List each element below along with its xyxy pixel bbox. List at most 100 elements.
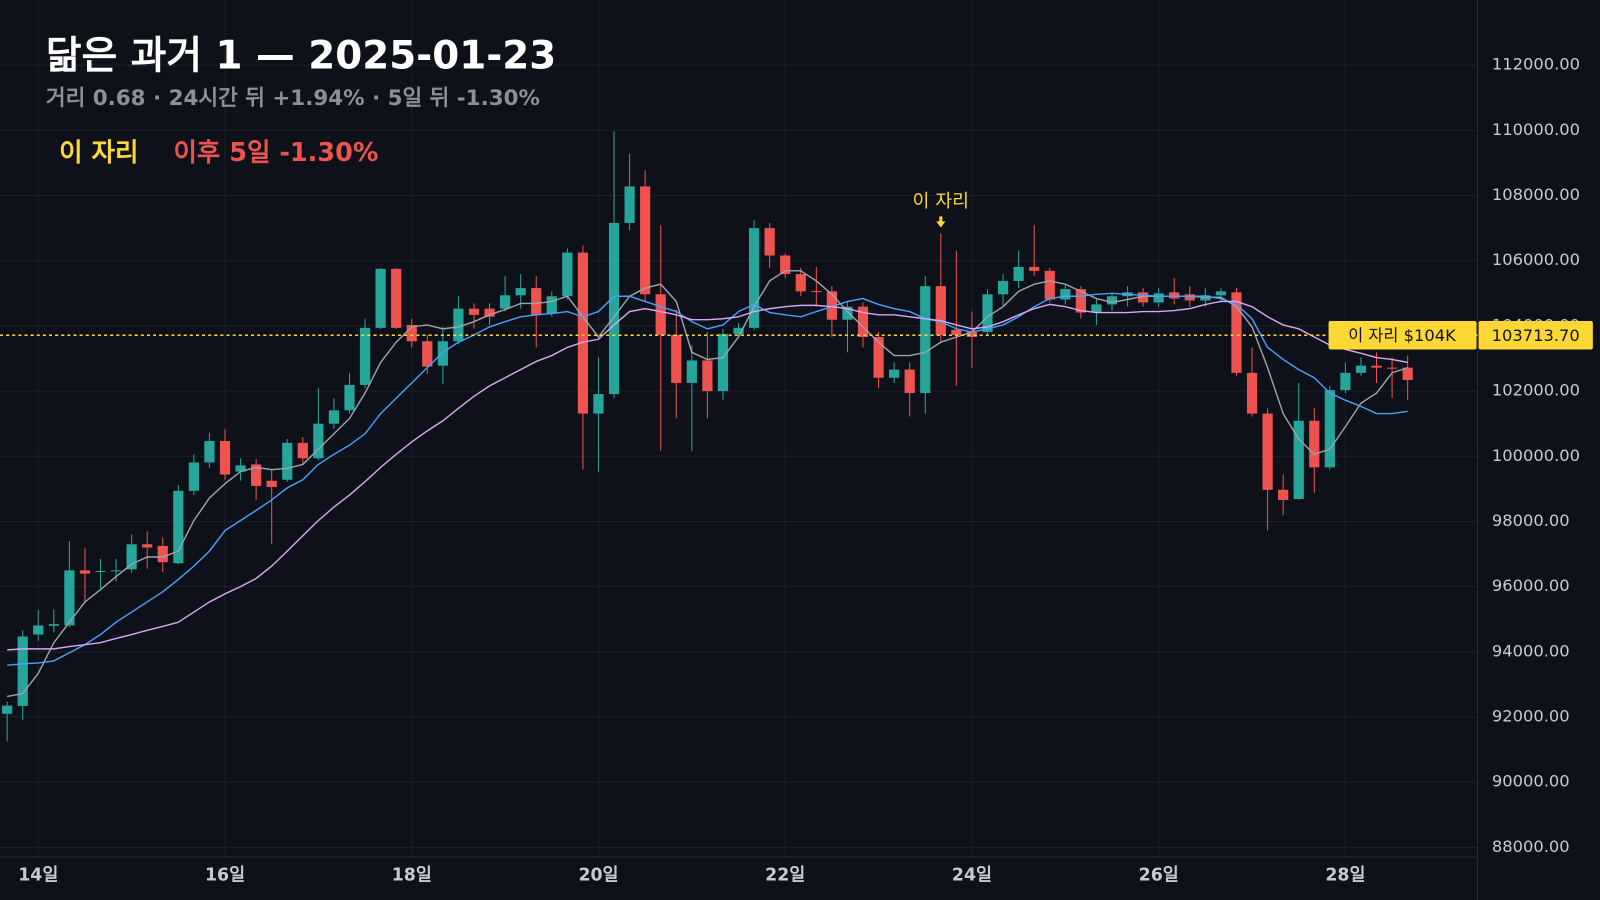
candle-body [282, 442, 293, 480]
candle-body [1153, 293, 1164, 303]
candle-body [500, 295, 511, 309]
overlay: 88000.00 90000.00 92000.00 94000.00 96000.00… [0, 55, 1593, 886]
candle-body [1262, 413, 1273, 490]
candle-body [1402, 367, 1413, 381]
candle-body [1060, 289, 1071, 300]
y-tick-label: 112000.00 [1492, 55, 1580, 74]
candle-body [857, 306, 869, 337]
candle-body [546, 296, 557, 314]
candle-body [48, 624, 59, 626]
candle-body [328, 410, 340, 424]
candle-body [468, 308, 480, 315]
marker-label: 이 자리 [913, 191, 970, 212]
candle-body [1184, 294, 1195, 301]
y-tick-label: 98000.00 [1492, 511, 1570, 530]
candle-body [344, 384, 355, 411]
y-tick-label: 110000.00 [1492, 120, 1580, 139]
candle-body [593, 394, 604, 414]
candle-body [997, 280, 1009, 295]
candle-body [515, 288, 526, 296]
chart-subtitle: 거리 0.68 · 24시간 뒤 +1.94% · 5일 뒤 -1.30% [46, 86, 540, 111]
chart-title: 닮은 과거 1 — 2025-01-23 [46, 34, 556, 79]
candle-body [110, 570, 122, 572]
candle-body [655, 294, 666, 336]
y-tick-label: 96000.00 [1492, 576, 1570, 595]
candle-body [562, 252, 573, 297]
legend-label: 이 자리 [59, 138, 138, 168]
price-tag: 이 자리 $104K [1348, 326, 1457, 345]
marker-arrow [936, 216, 946, 228]
candle-body [251, 464, 262, 486]
grid [0, 0, 1478, 858]
candle-body [2, 705, 13, 714]
candle-body [1324, 390, 1335, 468]
candle-body [1091, 304, 1102, 313]
candle-body [889, 369, 900, 378]
candle-body [717, 334, 729, 392]
x-tick-label: 22일 [765, 866, 805, 886]
candle-body [437, 341, 448, 366]
candle-body [126, 544, 137, 570]
candle-body [204, 440, 215, 463]
price-axis-label: 103713.70 [1492, 326, 1580, 345]
candle-body [966, 332, 978, 337]
candle-body [79, 570, 91, 574]
y-tick-label: 92000.00 [1492, 707, 1570, 726]
candle-body [266, 480, 277, 487]
candle-body [795, 274, 806, 292]
candle-body [873, 336, 884, 378]
candle-body [1340, 372, 1351, 391]
candle-body [297, 442, 308, 459]
candle-body [422, 341, 433, 367]
candle-body [842, 306, 853, 320]
candle-body [826, 291, 837, 320]
candle-body [577, 252, 589, 414]
candle-body [780, 255, 791, 275]
x-tick-label: 18일 [392, 866, 432, 886]
candle-body [1169, 292, 1180, 299]
legend-note: 이후 5일 -1.30% [173, 138, 378, 168]
plot [2, 131, 1413, 742]
candle-body [1029, 266, 1040, 271]
y-tick-label: 106000.00 [1492, 250, 1580, 269]
candle-body [748, 228, 760, 328]
candle-body [219, 440, 231, 475]
candle-body [1013, 266, 1024, 281]
average-line [7, 300, 1408, 651]
candle-body [188, 462, 199, 491]
candle-body [64, 570, 75, 626]
candle-body [1215, 291, 1227, 296]
x-tick-label: 14일 [18, 866, 58, 886]
x-tick-label: 20일 [578, 866, 618, 886]
y-tick-label: 90000.00 [1492, 772, 1570, 791]
average-line [7, 292, 1408, 666]
x-tick-label: 26일 [1139, 866, 1179, 886]
y-tick-label: 94000.00 [1492, 641, 1570, 660]
price-tag-box [1328, 320, 1477, 350]
candle-body [531, 288, 542, 315]
candle-body [935, 286, 946, 336]
y-tick-label: 108000.00 [1492, 185, 1580, 204]
candle-body [920, 286, 931, 394]
candle-body [33, 625, 44, 635]
candle-body [375, 268, 386, 328]
candle-body [173, 490, 184, 564]
candle-body [453, 308, 464, 342]
x-tick-label: 28일 [1325, 866, 1365, 886]
x-tick-label: 24일 [952, 866, 992, 886]
candle-body [1246, 372, 1258, 414]
candle-body [904, 369, 915, 394]
candle-body [811, 291, 822, 293]
candle-body [1075, 289, 1086, 313]
candle-body [17, 636, 28, 706]
candle-body [1355, 365, 1367, 373]
candle-body [671, 335, 682, 383]
candle-body [406, 324, 417, 342]
candle-body [1106, 296, 1118, 305]
y-tick-label: 88000.00 [1492, 837, 1570, 856]
candle-body [982, 294, 993, 333]
candle-body [640, 186, 651, 295]
candle-body [1278, 489, 1289, 500]
